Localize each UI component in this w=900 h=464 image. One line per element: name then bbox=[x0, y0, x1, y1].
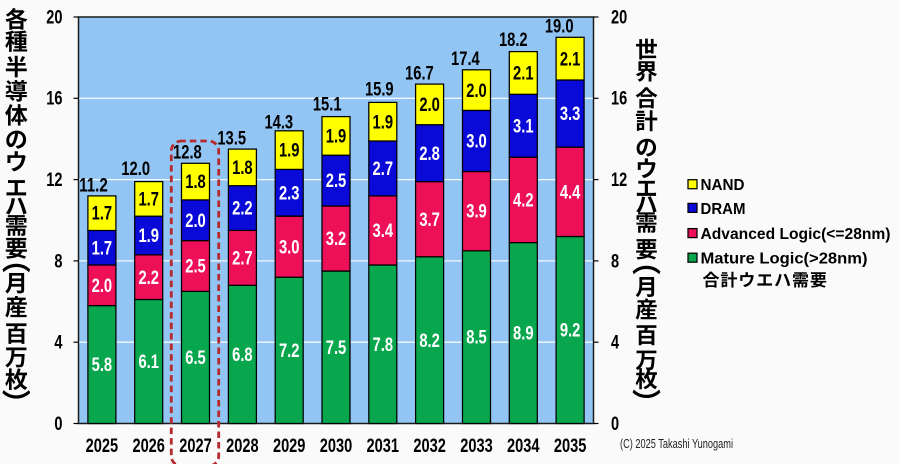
svg-text:6.5: 6.5 bbox=[185, 348, 206, 369]
svg-text:8.5: 8.5 bbox=[466, 328, 487, 349]
svg-text:2.3: 2.3 bbox=[279, 183, 300, 204]
svg-text:4: 4 bbox=[611, 333, 619, 354]
svg-text:12: 12 bbox=[46, 170, 62, 191]
svg-text:8.2: 8.2 bbox=[419, 331, 440, 352]
svg-text:3.3: 3.3 bbox=[560, 104, 581, 125]
svg-text:2.0: 2.0 bbox=[466, 81, 487, 102]
svg-text:6.8: 6.8 bbox=[232, 345, 253, 366]
svg-text:12.8: 12.8 bbox=[173, 143, 202, 164]
svg-text:1.9: 1.9 bbox=[138, 226, 159, 247]
svg-text:3.9: 3.9 bbox=[466, 202, 487, 223]
svg-text:15.1: 15.1 bbox=[313, 95, 342, 116]
svg-text:2.7: 2.7 bbox=[373, 159, 394, 180]
svg-text:2.7: 2.7 bbox=[232, 249, 253, 270]
svg-text:6.1: 6.1 bbox=[138, 352, 159, 373]
svg-text:Advanced Logic(<=28nm): Advanced Logic(<=28nm) bbox=[701, 226, 891, 243]
svg-text:19.0: 19.0 bbox=[545, 17, 574, 38]
svg-text:12.0: 12.0 bbox=[121, 159, 150, 180]
svg-text:3.0: 3.0 bbox=[466, 132, 487, 153]
svg-text:8: 8 bbox=[54, 251, 62, 272]
svg-text:7.8: 7.8 bbox=[373, 335, 394, 356]
svg-text:9.2: 9.2 bbox=[560, 321, 581, 342]
svg-text:2034: 2034 bbox=[507, 436, 540, 457]
svg-text:DRAM: DRAM bbox=[701, 201, 746, 218]
svg-text:2.0: 2.0 bbox=[419, 95, 440, 116]
svg-text:15.9: 15.9 bbox=[365, 80, 394, 101]
svg-text:20: 20 bbox=[611, 7, 627, 28]
svg-text:1.8: 1.8 bbox=[185, 172, 206, 193]
svg-text:17.4: 17.4 bbox=[451, 49, 480, 70]
svg-text:2.0: 2.0 bbox=[185, 211, 206, 232]
svg-text:0: 0 bbox=[611, 414, 619, 435]
svg-text:1.7: 1.7 bbox=[92, 204, 113, 225]
svg-text:2.8: 2.8 bbox=[419, 144, 440, 165]
svg-text:8.9: 8.9 bbox=[513, 324, 534, 345]
svg-text:2032: 2032 bbox=[413, 436, 446, 457]
svg-text:2033: 2033 bbox=[460, 436, 493, 457]
svg-text:3.1: 3.1 bbox=[513, 116, 534, 137]
svg-text:1.9: 1.9 bbox=[326, 127, 347, 148]
svg-text:2.5: 2.5 bbox=[326, 171, 347, 192]
svg-text:4.2: 4.2 bbox=[513, 191, 534, 212]
svg-text:8: 8 bbox=[611, 251, 619, 272]
svg-text:7.2: 7.2 bbox=[279, 341, 300, 362]
svg-text:13.5: 13.5 bbox=[217, 129, 246, 150]
svg-text:16: 16 bbox=[46, 89, 62, 110]
svg-text:2.1: 2.1 bbox=[513, 64, 534, 85]
svg-text:(C) 2025 Takashi Yunogami: (C) 2025 Takashi Yunogami bbox=[620, 436, 733, 451]
svg-text:1.7: 1.7 bbox=[92, 238, 113, 259]
svg-text:2030: 2030 bbox=[320, 436, 353, 457]
svg-text:3.7: 3.7 bbox=[419, 210, 440, 231]
svg-text:16: 16 bbox=[611, 89, 627, 110]
svg-text:0: 0 bbox=[54, 414, 62, 435]
svg-text:1.9: 1.9 bbox=[279, 141, 300, 162]
svg-text:4.4: 4.4 bbox=[560, 182, 581, 203]
svg-text:NAND: NAND bbox=[701, 177, 745, 194]
svg-text:20: 20 bbox=[46, 7, 62, 28]
svg-text:2031: 2031 bbox=[367, 436, 400, 457]
svg-text:2029: 2029 bbox=[273, 436, 306, 457]
svg-text:3.0: 3.0 bbox=[279, 237, 300, 258]
svg-text:2028: 2028 bbox=[226, 436, 259, 457]
svg-text:11.2: 11.2 bbox=[79, 175, 108, 196]
svg-text:12: 12 bbox=[611, 170, 627, 191]
svg-text:2025: 2025 bbox=[86, 436, 119, 457]
svg-text:3.2: 3.2 bbox=[326, 229, 347, 250]
svg-text:2.1: 2.1 bbox=[560, 49, 581, 70]
svg-text:1.9: 1.9 bbox=[373, 112, 394, 133]
svg-text:2.2: 2.2 bbox=[138, 268, 159, 289]
svg-text:7.5: 7.5 bbox=[326, 338, 347, 359]
svg-text:2026: 2026 bbox=[132, 436, 165, 457]
svg-text:2.0: 2.0 bbox=[92, 276, 113, 297]
svg-text:2.5: 2.5 bbox=[185, 257, 206, 278]
svg-text:1.8: 1.8 bbox=[232, 158, 253, 179]
svg-text:Mature Logic(>28nm): Mature Logic(>28nm) bbox=[701, 251, 868, 268]
svg-text:2.2: 2.2 bbox=[232, 199, 253, 220]
svg-text:2027: 2027 bbox=[179, 436, 212, 457]
svg-text:1.7: 1.7 bbox=[138, 190, 159, 211]
svg-text:4: 4 bbox=[54, 333, 62, 354]
svg-text:5.8: 5.8 bbox=[92, 355, 113, 376]
svg-text:18.2: 18.2 bbox=[499, 30, 528, 51]
svg-text:16.7: 16.7 bbox=[405, 64, 434, 85]
svg-text:14.3: 14.3 bbox=[264, 112, 293, 133]
svg-text:2035: 2035 bbox=[554, 436, 587, 457]
svg-text:3.4: 3.4 bbox=[373, 221, 394, 242]
